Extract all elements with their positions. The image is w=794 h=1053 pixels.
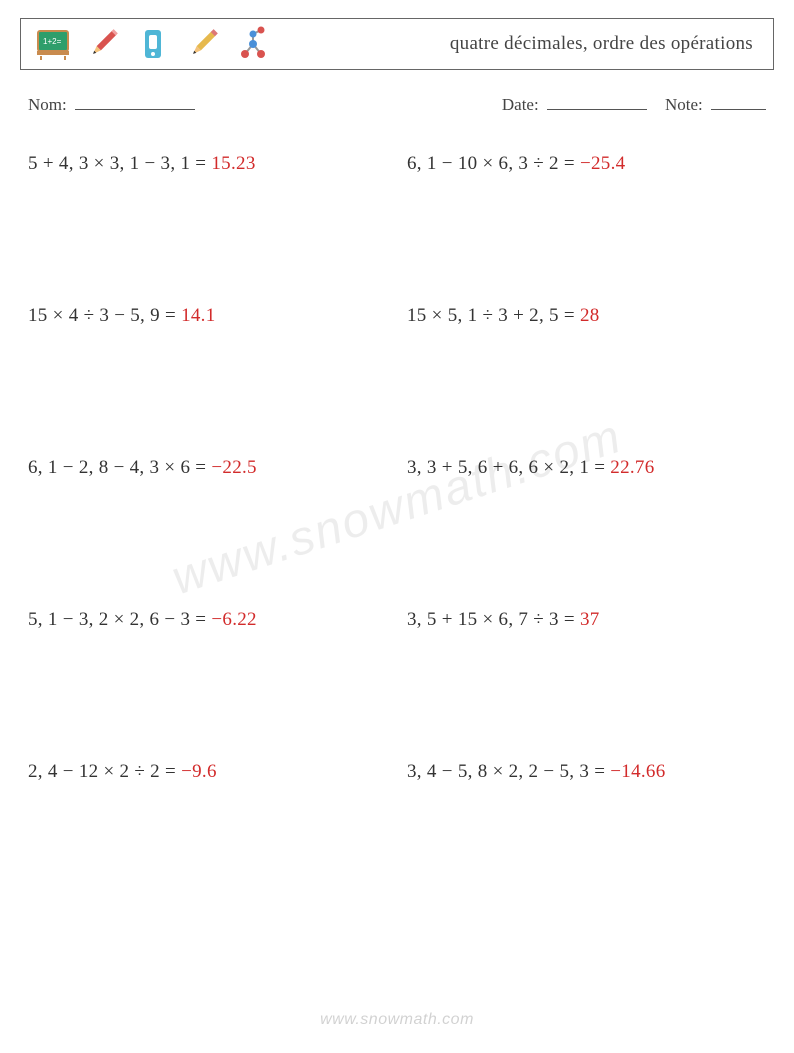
problem-5: 6, 1 − 2, 8 − 4, 3 × 6 = −22.5 <box>28 457 387 479</box>
svg-text:1+2=: 1+2= <box>43 37 62 46</box>
watermark-footer: www.snowmath.com <box>0 1011 794 1029</box>
molecule-icon <box>235 26 271 62</box>
problem-expression: 3, 4 − 5, 8 × 2, 2 − 5, 3 = <box>407 761 610 782</box>
problem-4: 15 × 5, 1 ÷ 3 + 2, 5 = 28 <box>407 305 766 327</box>
problem-2: 6, 1 − 10 × 6, 3 ÷ 2 = −25.4 <box>407 153 766 175</box>
problem-expression: 6, 1 − 2, 8 − 4, 3 × 6 = <box>28 457 211 478</box>
problem-answer: 28 <box>580 305 600 326</box>
problem-answer: 22.76 <box>610 457 654 478</box>
problem-expression: 15 × 4 ÷ 3 − 5, 9 = <box>28 305 181 326</box>
problem-answer: 15.23 <box>211 153 255 174</box>
problem-3: 15 × 4 ÷ 3 − 5, 9 = 14.1 <box>28 305 387 327</box>
problem-8: 3, 5 + 15 × 6, 7 ÷ 3 = 37 <box>407 609 766 631</box>
problem-7: 5, 1 − 3, 2 × 2, 6 − 3 = −6.22 <box>28 609 387 631</box>
problem-expression: 5, 1 − 3, 2 × 2, 6 − 3 = <box>28 609 211 630</box>
date-label: Date: <box>502 95 539 114</box>
problem-answer: −14.66 <box>610 761 665 782</box>
date-blank[interactable] <box>547 92 647 110</box>
name-label: Nom: <box>28 95 67 114</box>
problem-expression: 3, 5 + 15 × 6, 7 ÷ 3 = <box>407 609 580 630</box>
problem-expression: 6, 1 − 10 × 6, 3 ÷ 2 = <box>407 153 580 174</box>
header-icons: 1+2= <box>35 26 271 62</box>
problem-answer: −22.5 <box>211 457 256 478</box>
sharpener-icon <box>135 26 171 62</box>
problem-answer: 14.1 <box>181 305 215 326</box>
info-row: Nom: Date: Note: <box>20 92 774 115</box>
problems-grid: 5 + 4, 3 × 3, 1 − 3, 1 = 15.23 6, 1 − 10 … <box>20 153 774 783</box>
problem-expression: 3, 3 + 5, 6 + 6, 6 × 2, 1 = <box>407 457 610 478</box>
problem-9: 2, 4 − 12 × 2 ÷ 2 = −9.6 <box>28 761 387 783</box>
problem-answer: −6.22 <box>211 609 256 630</box>
note-blank[interactable] <box>711 92 766 110</box>
name-blank[interactable] <box>75 92 195 110</box>
name-field: Nom: <box>28 92 502 115</box>
problem-expression: 15 × 5, 1 ÷ 3 + 2, 5 = <box>407 305 580 326</box>
problem-10: 3, 4 − 5, 8 × 2, 2 − 5, 3 = −14.66 <box>407 761 766 783</box>
pencil-yellow-icon <box>185 26 221 62</box>
header-box: 1+2= <box>20 18 774 70</box>
problem-expression: 2, 4 − 12 × 2 ÷ 2 = <box>28 761 181 782</box>
pencil-red-icon <box>85 26 121 62</box>
problem-expression: 5 + 4, 3 × 3, 1 − 3, 1 = <box>28 153 211 174</box>
problem-answer: −25.4 <box>580 153 625 174</box>
problem-answer: −9.6 <box>181 761 217 782</box>
problem-6: 3, 3 + 5, 6 + 6, 6 × 2, 1 = 22.76 <box>407 457 766 479</box>
chalkboard-icon: 1+2= <box>35 26 71 62</box>
problem-answer: 37 <box>580 609 600 630</box>
date-field: Date: <box>502 92 647 115</box>
note-field: Note: <box>665 92 766 115</box>
worksheet-title: quatre décimales, ordre des opérations <box>271 33 759 55</box>
problem-1: 5 + 4, 3 × 3, 1 − 3, 1 = 15.23 <box>28 153 387 175</box>
note-label: Note: <box>665 95 703 114</box>
